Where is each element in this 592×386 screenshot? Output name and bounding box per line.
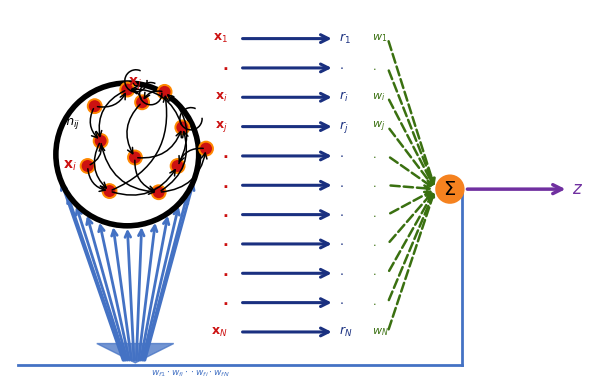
Text: $\mathbf{x}_j$: $\mathbf{x}_j$ [215,119,228,134]
Circle shape [199,142,213,156]
Text: $\boldsymbol{\cdot}$: $\boldsymbol{\cdot}$ [221,207,228,222]
Text: $\mathbf{x}_1$: $\mathbf{x}_1$ [213,32,228,45]
Text: $\boldsymbol{\cdot}$: $\boldsymbol{\cdot}$ [221,178,228,193]
Text: $\Sigma$: $\Sigma$ [443,179,456,199]
Text: $m_{ij}$: $m_{ij}$ [61,115,80,130]
Text: $\cdot$: $\cdot$ [372,298,376,308]
Text: $\cdot$: $\cdot$ [372,239,376,249]
Circle shape [88,99,102,113]
Text: $\cdot$: $\cdot$ [339,208,343,221]
Circle shape [94,134,108,148]
Circle shape [135,95,149,109]
Text: $\cdot$: $\cdot$ [372,268,376,278]
Text: $\mathbf{x}_N$: $\mathbf{x}_N$ [211,325,228,339]
Circle shape [435,174,465,204]
Text: $r_j$: $r_j$ [339,119,348,135]
Text: $\cdot$: $\cdot$ [372,151,376,161]
Circle shape [128,151,142,164]
Text: $w_j$: $w_j$ [372,119,385,134]
Text: $r_N$: $r_N$ [339,325,352,339]
Text: $w_i$: $w_i$ [372,91,385,103]
Circle shape [157,85,172,99]
Text: $w_{f1} \cdot w_{fi} \cdot\cdot w_{fi} \cdot w_{fN}$: $w_{f1} \cdot w_{fi} \cdot\cdot w_{fi} \… [151,369,230,379]
Polygon shape [97,344,174,363]
Text: $\cdot$: $\cdot$ [372,210,376,220]
Circle shape [81,159,95,173]
Text: $r_i$: $r_i$ [339,90,348,104]
Text: $z$: $z$ [572,180,583,198]
Text: $\cdot$: $\cdot$ [372,180,376,190]
Text: $r_1$: $r_1$ [339,32,350,46]
Circle shape [175,120,189,134]
Circle shape [170,159,185,173]
Text: $\mathbf{x}_i$: $\mathbf{x}_i$ [63,159,77,173]
Circle shape [152,185,166,199]
Text: $\cdot$: $\cdot$ [339,61,343,74]
Circle shape [102,184,117,198]
Circle shape [120,83,134,96]
Text: $\boldsymbol{\cdot}$: $\boldsymbol{\cdot}$ [221,149,228,163]
Text: $w_1$: $w_1$ [372,33,387,44]
Text: $\mathbf{x}_i$: $\mathbf{x}_i$ [215,91,228,104]
Text: $\cdot$: $\cdot$ [339,267,343,280]
Text: $\boldsymbol{\cdot}$: $\boldsymbol{\cdot}$ [221,266,228,281]
Text: $\boldsymbol{\cdot}$: $\boldsymbol{\cdot}$ [221,295,228,310]
Text: $\cdot$: $\cdot$ [372,63,376,73]
Text: $\boldsymbol{\cdot}$: $\boldsymbol{\cdot}$ [221,61,228,75]
Text: $\cdot$: $\cdot$ [339,237,343,251]
Text: $\cdot$: $\cdot$ [339,149,343,163]
Text: $\boldsymbol{\cdot}$: $\boldsymbol{\cdot}$ [221,237,228,251]
Text: $w_N$: $w_N$ [372,326,388,338]
Text: $\mathbf{x}_j$: $\mathbf{x}_j$ [128,76,142,92]
Text: $\cdot$: $\cdot$ [339,179,343,192]
Text: $\cdot$: $\cdot$ [339,296,343,309]
